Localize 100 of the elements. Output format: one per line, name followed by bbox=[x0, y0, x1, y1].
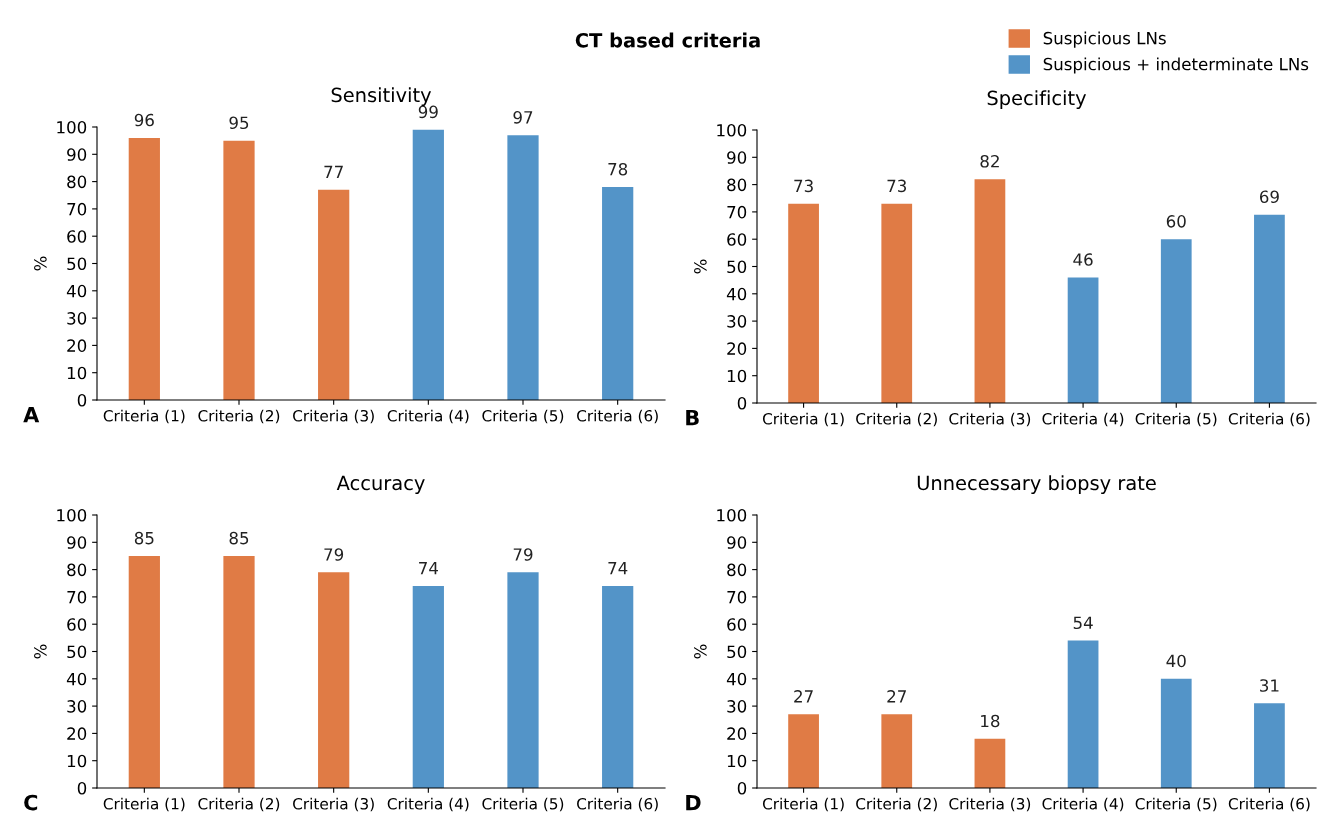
x-tick-label: Criteria (6) bbox=[1228, 412, 1310, 427]
data-label: 18 bbox=[981, 714, 1000, 728]
y-tick-label: 30 bbox=[67, 312, 87, 325]
y-tick-label: 0 bbox=[77, 781, 87, 795]
y-tick-label: 0 bbox=[737, 781, 747, 795]
x-tick-label: Criteria (5) bbox=[1135, 797, 1217, 812]
text: D bbox=[686, 794, 701, 811]
x-tick-label: Criteria (4) bbox=[1042, 797, 1124, 812]
bar bbox=[318, 189, 350, 400]
x-tick-label: Criteria (6) bbox=[577, 797, 658, 812]
y-tick-label: 100 bbox=[717, 123, 747, 137]
data-label: 79 bbox=[513, 548, 533, 561]
y-tick-label: 40 bbox=[66, 284, 87, 298]
y-tick-label: 20 bbox=[727, 727, 747, 740]
data-label: 77 bbox=[324, 165, 343, 178]
x-tick-label: Criteria (4) bbox=[387, 409, 469, 424]
bar bbox=[128, 555, 160, 788]
text: B bbox=[686, 409, 699, 426]
bar bbox=[223, 140, 255, 400]
y-tick-label: 40 bbox=[66, 672, 87, 686]
x-tick-label: Criteria (4) bbox=[387, 797, 469, 812]
x-tick-label: Criteria (5) bbox=[482, 797, 564, 812]
x-tick-label: Criteria (1) bbox=[762, 412, 844, 427]
data-label: 60 bbox=[1166, 215, 1186, 228]
y-axis-title: % bbox=[694, 259, 707, 274]
data-label: 96 bbox=[134, 113, 154, 127]
y-tick-label: 30 bbox=[67, 700, 87, 713]
y-tick-label: 50 bbox=[727, 260, 747, 274]
bar bbox=[602, 187, 634, 400]
bar bbox=[318, 572, 350, 788]
x-tick-label: Criteria (1) bbox=[103, 409, 185, 424]
y-tick-label: 70 bbox=[727, 590, 747, 604]
bar bbox=[507, 572, 539, 788]
data-label: 46 bbox=[1073, 253, 1093, 266]
bar bbox=[223, 555, 255, 788]
data-label: 69 bbox=[1259, 190, 1279, 204]
data-label: 27 bbox=[794, 690, 813, 703]
x-tick-label: Criteria (5) bbox=[1135, 412, 1217, 427]
data-label: 95 bbox=[229, 116, 249, 130]
y-tick-label: 80 bbox=[67, 563, 87, 577]
bar bbox=[1067, 640, 1099, 788]
bar bbox=[602, 585, 634, 788]
y-tick-label: 60 bbox=[67, 230, 87, 243]
data-label: 97 bbox=[513, 111, 533, 124]
y-tick-label: 0 bbox=[77, 393, 87, 407]
y-tick-label: 40 bbox=[726, 287, 747, 301]
bar bbox=[788, 203, 819, 403]
y-tick-label: 20 bbox=[67, 727, 87, 740]
y-tick-label: 80 bbox=[67, 175, 87, 189]
y-tick-label: 60 bbox=[67, 618, 87, 631]
data-label: 85 bbox=[229, 531, 249, 545]
y-axis-title: % bbox=[694, 644, 707, 659]
y-tick-label: 20 bbox=[67, 339, 87, 352]
bar bbox=[974, 179, 1006, 403]
data-label: 85 bbox=[134, 531, 154, 545]
y-tick-label: 0 bbox=[737, 396, 747, 410]
chart-title: Accuracy bbox=[336, 475, 425, 495]
text: A bbox=[23, 406, 40, 423]
bar bbox=[881, 714, 913, 788]
y-tick-label: 100 bbox=[57, 508, 87, 522]
bar bbox=[412, 129, 444, 400]
x-tick-label: Criteria (2) bbox=[856, 412, 937, 427]
data-label: 27 bbox=[887, 690, 906, 703]
bar bbox=[1067, 277, 1099, 403]
x-tick-label: Criteria (2) bbox=[198, 797, 280, 812]
y-tick-label: 70 bbox=[67, 590, 87, 604]
y-tick-label: 10 bbox=[727, 754, 747, 768]
chart-title: Unnecessary biopsy rate bbox=[917, 475, 1156, 495]
x-tick-label: Criteria (1) bbox=[103, 797, 185, 812]
y-tick-label: 70 bbox=[727, 205, 747, 219]
bar bbox=[507, 135, 539, 400]
x-tick-label: Criteria (5) bbox=[482, 409, 564, 424]
y-tick-label: 10 bbox=[727, 369, 747, 383]
bar bbox=[788, 714, 819, 788]
x-tick-label: Criteria (6) bbox=[1228, 797, 1310, 812]
bar bbox=[1254, 703, 1285, 788]
y-tick-label: 50 bbox=[67, 645, 87, 659]
x-tick-label: Criteria (3) bbox=[949, 797, 1031, 812]
y-tick-label: 70 bbox=[67, 202, 87, 216]
x-tick-label: Criteria (3) bbox=[293, 409, 374, 424]
chart-title: Specificity bbox=[987, 90, 1087, 110]
bar bbox=[128, 137, 160, 400]
x-tick-label: Criteria (4) bbox=[1042, 412, 1124, 427]
bar bbox=[974, 738, 1006, 788]
y-tick-label: 30 bbox=[727, 700, 747, 713]
data-label: 78 bbox=[608, 162, 628, 176]
y-tick-label: 100 bbox=[717, 508, 747, 522]
data-label: 54 bbox=[1073, 616, 1093, 630]
y-tick-label: 60 bbox=[727, 233, 747, 246]
y-tick-label: 30 bbox=[727, 315, 747, 328]
data-label: 74 bbox=[608, 562, 628, 575]
data-label: 31 bbox=[1260, 679, 1279, 692]
text: CT based criteria bbox=[575, 32, 760, 48]
y-axis-title: % bbox=[34, 256, 47, 271]
data-label: 40 bbox=[1166, 654, 1186, 668]
y-tick-label: 80 bbox=[727, 563, 747, 577]
legend-label: Suspicious LNs bbox=[1043, 31, 1166, 48]
y-tick-label: 80 bbox=[727, 178, 747, 192]
data-label: 73 bbox=[794, 179, 813, 193]
x-tick-label: Criteria (1) bbox=[762, 797, 844, 812]
